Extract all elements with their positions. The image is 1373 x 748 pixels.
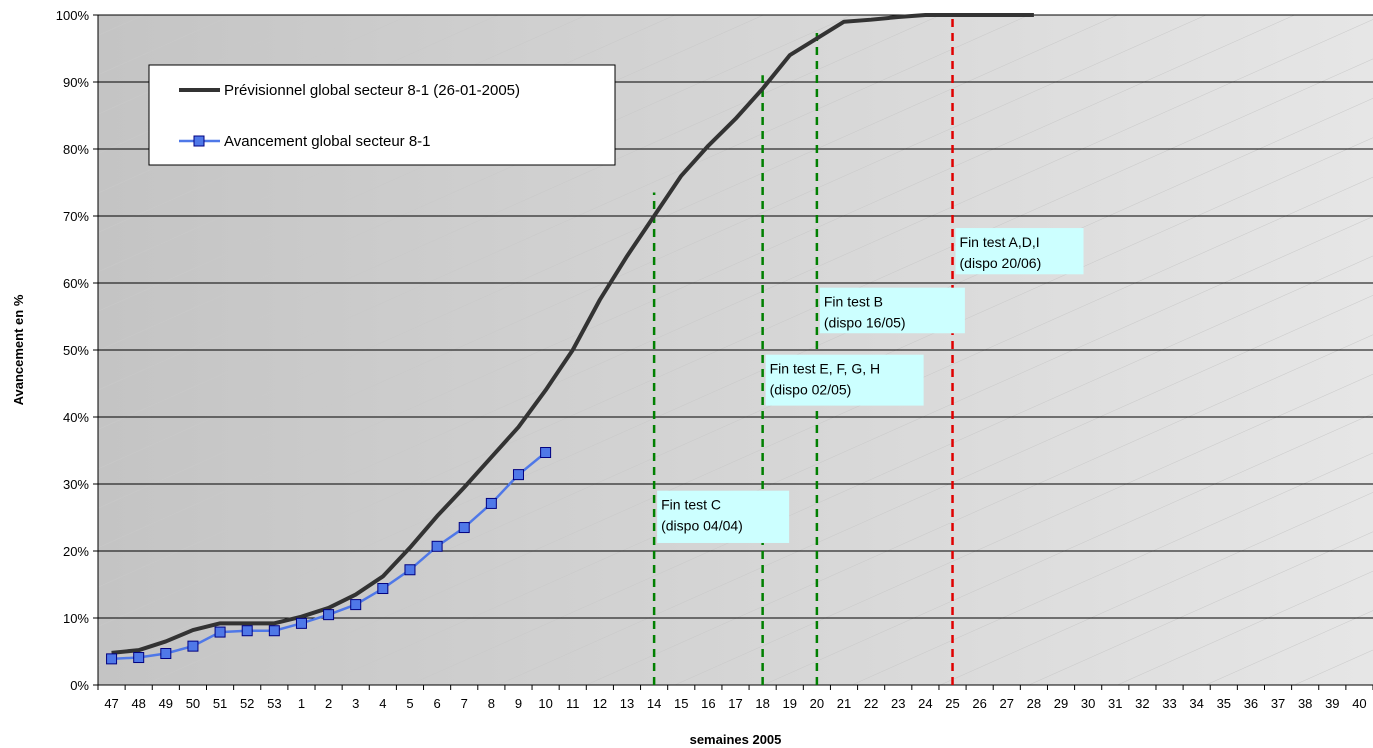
x-tick-label: 23: [891, 696, 905, 711]
x-tick-label: 13: [620, 696, 634, 711]
y-tick-label: 90%: [63, 75, 89, 90]
x-tick-label: 3: [352, 696, 359, 711]
annotation-text: (dispo 02/05): [770, 382, 852, 398]
x-tick-label: 1: [298, 696, 305, 711]
x-tick-label: 26: [972, 696, 986, 711]
annotation-text: (dispo 20/06): [960, 255, 1042, 271]
x-tick-label: 11: [566, 696, 580, 711]
x-tick-label: 10: [538, 696, 552, 711]
legend-box: [148, 64, 616, 166]
x-tick-label: 5: [406, 696, 413, 711]
annotation-text: Fin test A,D,I: [960, 234, 1040, 250]
data-point: [485, 497, 497, 509]
data-point: [133, 652, 145, 664]
x-tick-label: 14: [647, 696, 661, 711]
annotation-text: Fin test E, F, G, H: [770, 361, 880, 377]
annotation-box: [955, 228, 1084, 275]
x-tick-label: 20: [810, 696, 824, 711]
y-tick-label: 80%: [63, 142, 89, 157]
x-tick-label: 22: [864, 696, 878, 711]
y-tick-label: 70%: [63, 209, 89, 224]
y-tick-label: 100%: [56, 8, 90, 23]
x-tick-label: 30: [1081, 696, 1095, 711]
data-point: [431, 540, 443, 552]
data-point: [187, 640, 199, 652]
x-axis-title: semaines 2005: [690, 732, 782, 747]
x-tick-label: 49: [159, 696, 173, 711]
data-point: [377, 583, 389, 595]
annotation-text: (dispo 16/05): [824, 315, 906, 331]
data-point: [323, 609, 335, 621]
x-tick-label: 50: [186, 696, 200, 711]
annotation-box: [819, 287, 965, 334]
y-tick-label: 50%: [63, 343, 89, 358]
x-tick-label: 36: [1244, 696, 1258, 711]
x-tick-label: 52: [240, 696, 254, 711]
x-tick-label: 39: [1325, 696, 1339, 711]
y-tick-label: 40%: [63, 410, 89, 425]
x-tick-label: 28: [1027, 696, 1041, 711]
data-point: [241, 625, 253, 637]
series-lines: [106, 13, 1034, 665]
annotation-box: [657, 490, 790, 543]
y-tick-label: 30%: [63, 477, 89, 492]
x-tick-label: 37: [1271, 696, 1285, 711]
legend-marker: [193, 135, 205, 147]
data-point: [512, 469, 524, 481]
x-tick-label: 19: [783, 696, 797, 711]
x-tick-label: 35: [1217, 696, 1231, 711]
y-axis-title: Avancement en %: [11, 294, 26, 405]
x-tick-label: 2: [325, 696, 332, 711]
y-tick-label: 20%: [63, 544, 89, 559]
x-tick-label: 34: [1189, 696, 1203, 711]
x-tick-label: 24: [918, 696, 932, 711]
axes: 0%10%20%30%40%50%60%70%80%90%100%47 48 49 5…: [56, 8, 1373, 711]
annotation-text: Fin test C: [661, 497, 721, 513]
legend-label: Avancement global secteur 8-1: [224, 133, 431, 150]
annotation-text: Fin test B: [824, 294, 883, 310]
x-tick-label: 40: [1352, 696, 1366, 711]
x-tick-label: 48: [131, 696, 145, 711]
annotations: Fin test C (dispo 04/04) Fin test E, F, G,…: [657, 228, 1084, 543]
x-tick-label: 8: [488, 696, 495, 711]
legend: Prévisionnel global secteur 8-1 (26-01-2…: [148, 64, 616, 166]
x-tick-label: 18: [755, 696, 769, 711]
x-tick-label: 21: [837, 696, 851, 711]
x-tick-label: 12: [593, 696, 607, 711]
x-tick-label: 15: [674, 696, 688, 711]
y-tick-label: 60%: [63, 276, 89, 291]
x-tick-label: 53: [267, 696, 281, 711]
x-tick-label: 25: [945, 696, 959, 711]
annotation-box: [765, 354, 924, 406]
x-tick-label: 7: [461, 696, 468, 711]
data-point: [268, 625, 280, 637]
x-tick-label: 27: [1000, 696, 1014, 711]
data-point: [214, 626, 226, 638]
x-tick-label: 33: [1162, 696, 1176, 711]
data-point: [458, 522, 470, 534]
data-point: [295, 617, 307, 629]
legend-label: Prévisionnel global secteur 8-1 (26-01-2…: [224, 82, 520, 99]
y-tick-label: 10%: [63, 611, 89, 626]
x-tick-label: 32: [1135, 696, 1149, 711]
data-point: [106, 653, 118, 665]
x-tick-label: 29: [1054, 696, 1068, 711]
x-tick-label: 6: [433, 696, 440, 711]
data-point: [540, 447, 552, 459]
data-point: [404, 564, 416, 576]
annotation-text: (dispo 04/04): [661, 518, 743, 534]
x-tick-label: 4: [379, 696, 386, 711]
x-tick-label: 16: [701, 696, 715, 711]
y-tick-label: 0%: [70, 678, 89, 693]
x-tick-label: 9: [515, 696, 522, 711]
x-tick-label: 38: [1298, 696, 1312, 711]
series-line-previsionnel: [111, 13, 1034, 655]
data-point: [350, 599, 362, 611]
data-point: [160, 648, 172, 660]
x-tick-label: 31: [1108, 696, 1122, 711]
x-tick-label: 47: [104, 696, 118, 711]
x-tick-label: 17: [728, 696, 742, 711]
x-tick-label: 51: [213, 696, 227, 711]
